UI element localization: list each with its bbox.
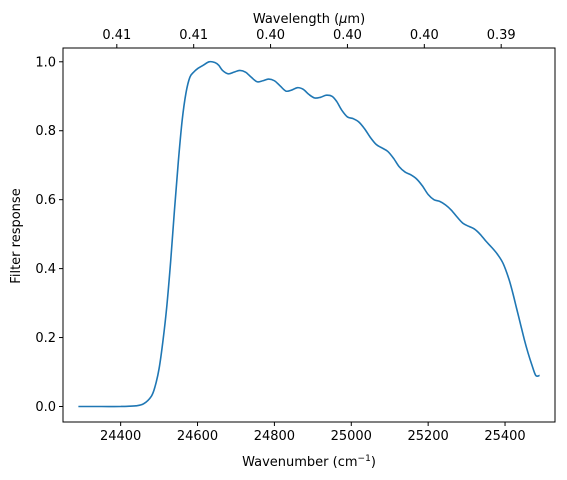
- y-tick-label: 0.4: [35, 262, 56, 277]
- top-tick-label: 0.40: [333, 28, 362, 43]
- x-tick-label: 25000: [331, 429, 372, 444]
- top-tick-label: 0.40: [256, 28, 285, 43]
- x-tick-label: 24600: [177, 429, 218, 444]
- x-tick-label: 25400: [484, 429, 525, 444]
- x-tick-label: 24800: [254, 429, 295, 444]
- x-axis-title-main: Wavenumber (cm: [242, 455, 357, 470]
- x-axis-title-superscript: −1: [358, 454, 371, 464]
- top-axis-title-close: m): [347, 12, 365, 27]
- top-axis-title: Wavelength (μm): [253, 12, 365, 27]
- top-axis-title-main: Wavelength (: [253, 12, 339, 27]
- y-tick-label: 0.8: [35, 124, 56, 139]
- tick-labels: 24400 24600 24800 25000 25200 254000.00.20.40…: [35, 28, 525, 444]
- y-tick-label: 1.0: [35, 55, 56, 70]
- y-tick-label: 0.6: [35, 193, 56, 208]
- top-tick-label: 0.41: [179, 28, 208, 43]
- top-tick-label: 0.41: [102, 28, 131, 43]
- x-axis-title: Wavenumber (cm−1): [242, 454, 376, 470]
- top-tick-label: 0.40: [410, 28, 439, 43]
- x-tick-label: 24400: [100, 429, 141, 444]
- top-axis-title-mu: μ: [338, 12, 347, 27]
- plot-frame: [62, 47, 556, 423]
- top-tick-label: 0.39: [487, 28, 516, 43]
- x-tick-label: 25200: [407, 429, 448, 444]
- y-tick-label: 0.2: [35, 331, 56, 346]
- series-line-filter-response: [78, 60, 540, 408]
- y-axis-title: Filter response: [9, 188, 24, 283]
- tick-marks: [59, 44, 506, 426]
- x-axis-title-close: ): [371, 455, 376, 470]
- y-tick-label: 0.0: [35, 400, 56, 415]
